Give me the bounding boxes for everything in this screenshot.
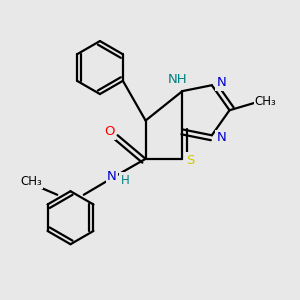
Text: H: H	[121, 173, 129, 187]
Text: NH: NH	[168, 74, 188, 86]
Text: N: N	[107, 170, 117, 183]
Text: N: N	[216, 76, 226, 89]
Text: N: N	[216, 131, 226, 144]
Text: S: S	[186, 154, 195, 167]
Text: O: O	[104, 125, 115, 138]
Text: CH₃: CH₃	[20, 175, 42, 188]
Text: CH₃: CH₃	[255, 95, 277, 108]
